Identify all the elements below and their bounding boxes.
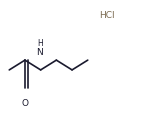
Text: H: H	[37, 39, 43, 48]
Text: N: N	[36, 48, 43, 57]
Text: HCl: HCl	[100, 11, 115, 20]
Text: O: O	[21, 99, 28, 108]
